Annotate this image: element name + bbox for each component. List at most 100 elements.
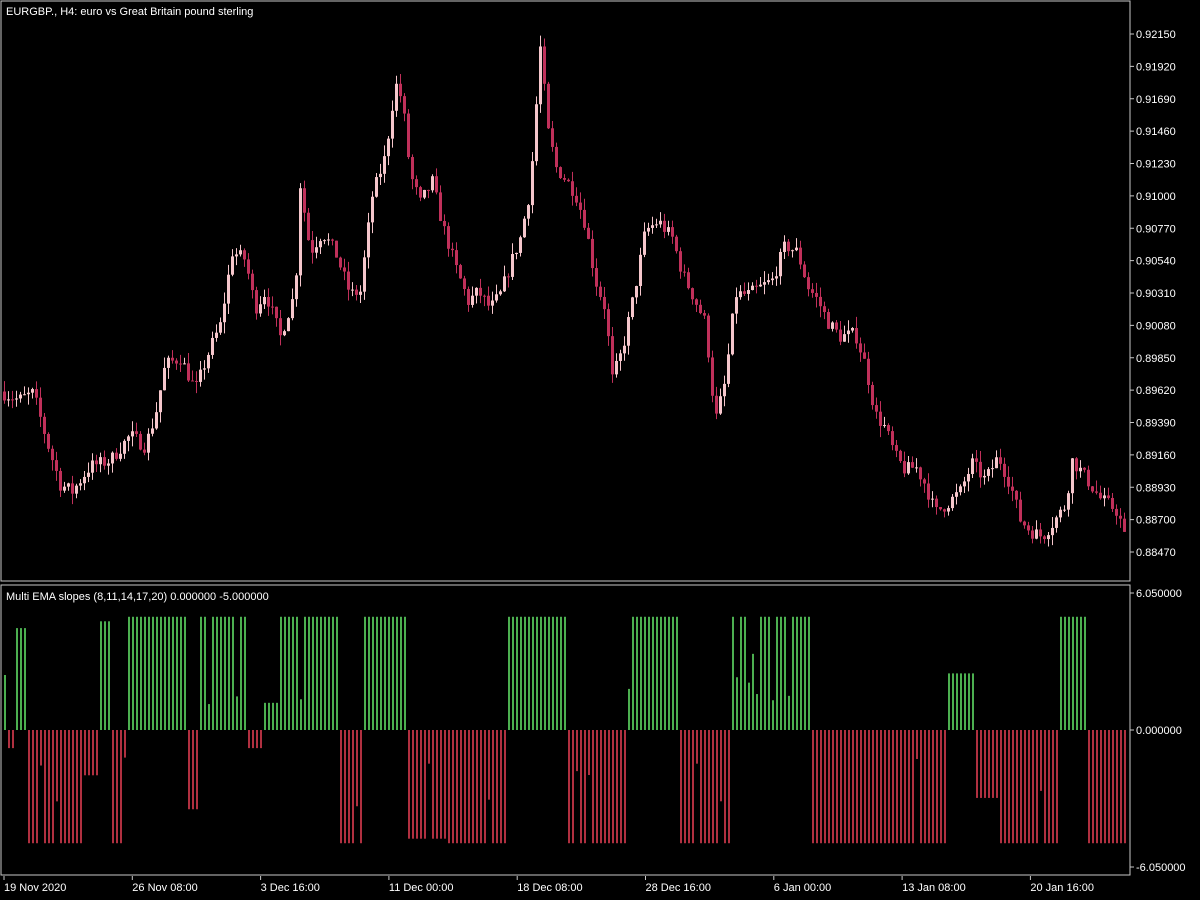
slope-bar-positive [148, 616, 150, 730]
slope-bar-positive [244, 616, 246, 730]
price-pane-frame [0, 0, 1131, 582]
time-tick-label: 28 Dec 16:00 [646, 882, 711, 894]
candle-body [1027, 525, 1030, 531]
slope-bar-positive [320, 616, 322, 730]
slope-bar-positive [136, 616, 138, 730]
slope-bar-negative [192, 730, 194, 810]
candle-body [211, 337, 214, 355]
slope-bar-negative [864, 730, 866, 844]
slope-bar-negative [1040, 730, 1042, 791]
slope-bar-negative [116, 730, 118, 844]
slope-bar-positive [100, 621, 102, 730]
candle-body [799, 247, 802, 265]
slope-bar-negative [484, 730, 486, 844]
candle-body [987, 469, 990, 476]
candle-body [1099, 492, 1102, 499]
slope-bar-negative [1108, 730, 1110, 844]
candle-body [351, 289, 354, 291]
candle-body [139, 433, 142, 450]
slope-bar-positive [536, 616, 538, 730]
candle-body [171, 357, 174, 361]
slope-bar-positive [548, 616, 550, 730]
candle-body [707, 315, 710, 358]
slope-bar-positive [636, 616, 638, 730]
slope-bar-negative [852, 730, 854, 844]
slope-bar-positive [280, 616, 282, 730]
slope-bar-negative [492, 730, 494, 844]
candle-body [923, 479, 926, 484]
candle-body [131, 431, 134, 437]
slope-bar-positive [512, 616, 514, 730]
slope-bar-positive [1076, 616, 1078, 730]
candle-body [315, 247, 318, 253]
slope-bar-negative [1100, 730, 1102, 844]
slope-bar-negative [1024, 730, 1026, 844]
slope-bar-positive [956, 673, 958, 730]
candle-body [563, 178, 566, 180]
candle-body [875, 405, 878, 412]
slope-bar-positive [516, 616, 518, 730]
candle-body [527, 205, 530, 219]
slope-bar-negative [120, 730, 122, 844]
candle-body [19, 394, 22, 399]
slope-bar-positive [388, 616, 390, 730]
candle-body [387, 138, 390, 157]
candle-body [483, 295, 486, 297]
candle-body [915, 467, 918, 469]
candle-body [523, 218, 526, 238]
candle-body [39, 397, 42, 417]
candle-body [1071, 458, 1074, 494]
time-tick-label: 20 Jan 16:00 [1030, 882, 1094, 894]
slope-bar-negative [1044, 730, 1046, 844]
candle-body [267, 297, 270, 307]
candle-body [399, 83, 402, 97]
candle-body [651, 225, 654, 228]
slope-bar-positive [220, 616, 222, 730]
slope-bar-negative [872, 730, 874, 844]
slope-bar-negative [728, 730, 730, 844]
slope-bar-positive [384, 616, 386, 730]
candle-body [11, 399, 14, 401]
candle-body [951, 496, 954, 509]
slope-bar-positive [520, 616, 522, 730]
indicator-tick-label: 0.000000 [1136, 725, 1182, 737]
candle-body [111, 452, 114, 464]
slope-bar-negative [8, 730, 10, 749]
slope-bar-negative [892, 730, 894, 844]
indicator-title: Multi EMA slopes (8,11,14,17,20) 0.00000… [6, 591, 269, 603]
slope-bar-positive [212, 616, 214, 730]
candle-body [395, 83, 398, 111]
slope-bar-negative [932, 730, 934, 844]
slope-bar-negative [704, 730, 706, 844]
slope-bar-negative [612, 730, 614, 844]
candle-body [3, 391, 6, 401]
slope-bar-negative [940, 730, 942, 844]
slope-bar-negative [480, 730, 482, 844]
candle-body [43, 416, 46, 434]
slope-bar-positive [948, 673, 950, 730]
candle-body [1083, 467, 1086, 470]
candle-body [179, 363, 182, 365]
candle-body [403, 96, 406, 114]
candle-body [79, 483, 82, 486]
slope-bar-negative [904, 730, 906, 844]
slope-bar-negative [456, 730, 458, 844]
candle-body [851, 327, 854, 331]
candle-body [455, 250, 458, 266]
candle-body [603, 296, 606, 310]
candle-body [471, 295, 474, 305]
candle-body [863, 352, 866, 359]
candle-body [699, 304, 702, 314]
candle-body [979, 461, 982, 478]
indicator-pane[interactable]: Multi EMA slopes (8,11,14,17,20) 0.00000… [0, 584, 1131, 876]
slope-bar-positive [776, 616, 778, 730]
price-pane[interactable]: EURGBP., H4: euro vs Great Britain pound… [0, 0, 1131, 582]
candle-body [119, 453, 122, 459]
slope-bar-positive [736, 677, 738, 730]
slope-bar-positive [532, 616, 534, 730]
candle-body [887, 425, 890, 432]
slope-bar-negative [584, 730, 586, 844]
candle-body [359, 291, 362, 295]
slope-bar-positive [796, 616, 798, 730]
slope-bar-positive [316, 616, 318, 730]
